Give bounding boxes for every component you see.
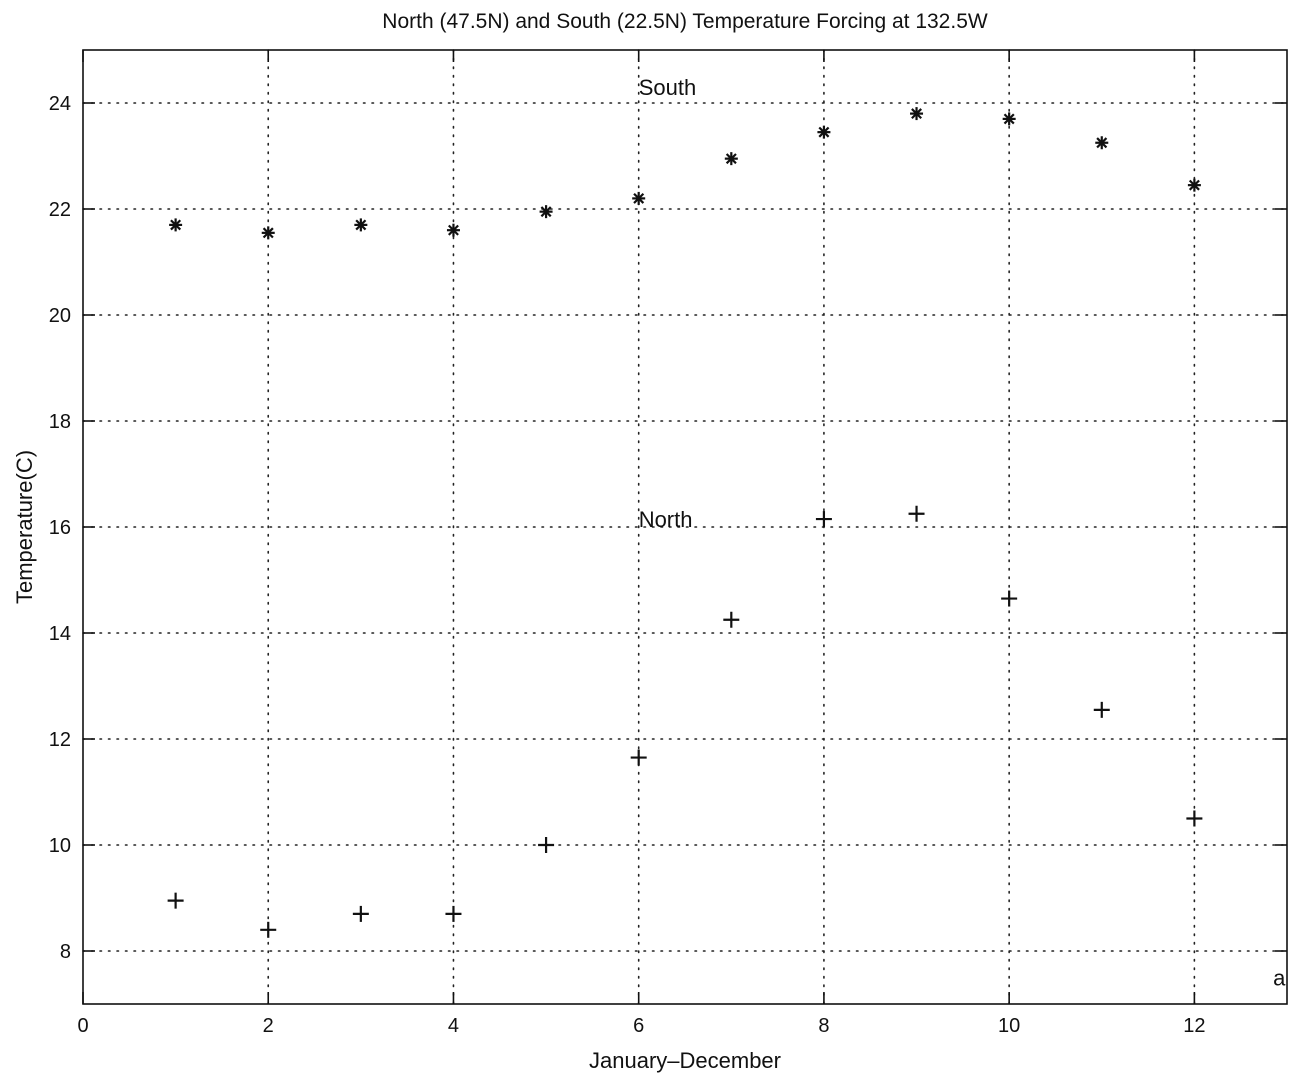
y-tick-label: 20: [49, 305, 71, 327]
chart-title: North (47.5N) and South (22.5N) Temperat…: [382, 10, 988, 33]
asterisk-data-point: [169, 218, 183, 232]
x-tick-label: 2: [263, 1015, 274, 1037]
plus-data-point: [630, 749, 647, 766]
x-tick-label: 10: [998, 1015, 1020, 1037]
plus-data-point: [352, 905, 369, 922]
x-tick-label: 8: [818, 1015, 829, 1037]
annotation-north: North: [639, 507, 693, 532]
plus-data-point: [167, 892, 184, 909]
x-tick-label: 12: [1183, 1015, 1205, 1037]
x-tick-label: 4: [448, 1015, 459, 1037]
y-tick-label: 24: [49, 93, 71, 115]
plus-data-point: [723, 611, 740, 628]
plus-data-point: [538, 837, 555, 853]
asterisk-data-point: [446, 223, 460, 237]
y-tick-label: 16: [49, 517, 71, 539]
asterisk-data-point: [1002, 112, 1016, 126]
annotations: South North a: [639, 75, 1286, 990]
y-tick-label: 10: [49, 835, 71, 857]
plus-data-point: [815, 511, 832, 528]
asterisk-data-point: [817, 125, 831, 139]
asterisk-data-point: [354, 218, 368, 232]
x-tick-label: 0: [77, 1015, 88, 1037]
asterisk-data-point: [261, 226, 275, 240]
asterisk-data-point: [910, 107, 924, 121]
plus-data-point: [1001, 590, 1018, 607]
data-series: [167, 107, 1203, 938]
y-tick-label: 18: [49, 411, 71, 433]
x-axis-label: January–December: [589, 1048, 781, 1073]
series-south: [169, 107, 1201, 240]
plus-data-point: [1186, 810, 1203, 827]
plus-data-point: [445, 905, 462, 922]
series-north: [167, 505, 1203, 938]
y-tick-label: 22: [49, 199, 71, 221]
plus-data-point: [908, 505, 925, 522]
y-tick-label: 12: [49, 729, 71, 751]
x-tick-label: 6: [633, 1015, 644, 1037]
plus-data-point: [260, 921, 277, 938]
asterisk-data-point: [1095, 136, 1109, 150]
asterisk-data-point: [632, 191, 646, 205]
asterisk-data-point: [1187, 178, 1201, 192]
y-axis-label: Temperature(C): [12, 450, 37, 604]
y-tick-label: 8: [60, 941, 71, 963]
asterisk-data-point: [539, 205, 553, 219]
plus-data-point: [1093, 701, 1110, 718]
annotation-a: a: [1273, 965, 1286, 990]
asterisk-data-point: [724, 152, 738, 166]
annotation-south: South: [639, 75, 697, 100]
y-tick-label: 14: [49, 623, 71, 645]
